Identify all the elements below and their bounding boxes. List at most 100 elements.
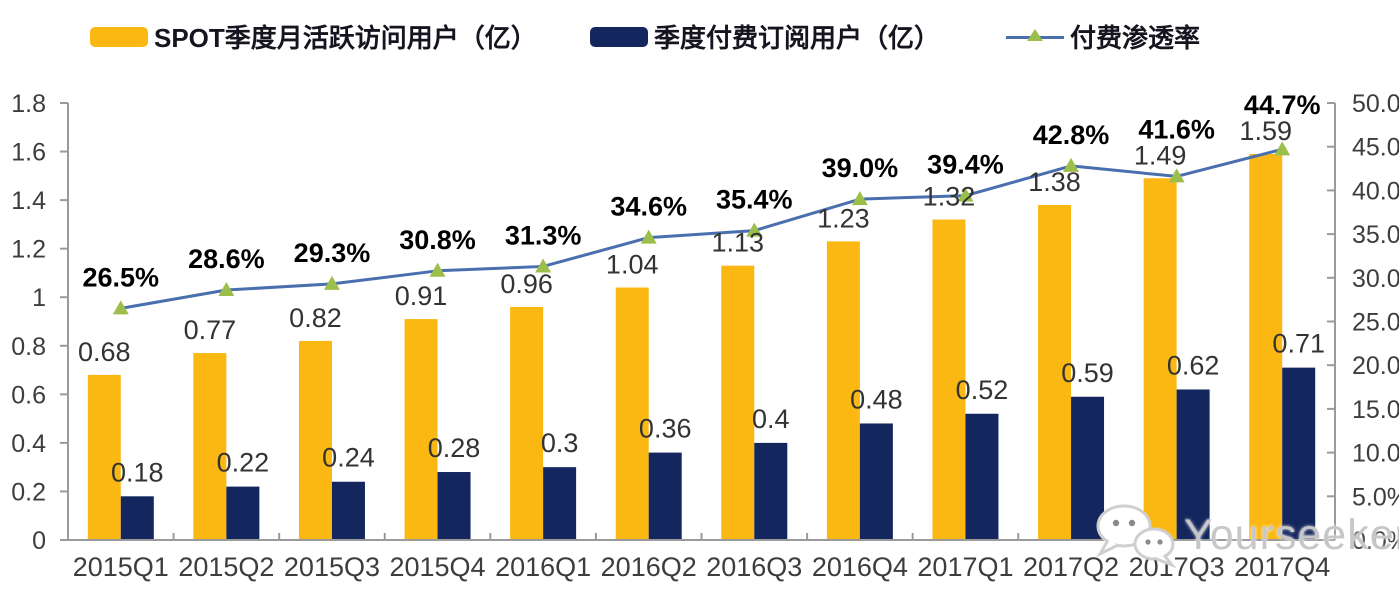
mau-legend-swatch <box>90 26 148 47</box>
mau-value-label: 0.91 <box>395 281 448 311</box>
bar-mau <box>826 241 860 540</box>
line-marker <box>1274 141 1291 156</box>
subs-value-label: 0.71 <box>1272 329 1325 359</box>
line-marker <box>746 222 763 237</box>
right-axis-tick-label: 30.0% <box>1352 265 1399 293</box>
subs-value-label: 0.3 <box>541 428 579 458</box>
x-axis-label: 2016Q2 <box>601 552 697 582</box>
mau-value-label: 1.13 <box>712 228 765 258</box>
x-axis-label: 2016Q3 <box>706 552 802 582</box>
subs-value-label: 0.62 <box>1167 350 1220 380</box>
penetration-value-label: 30.8% <box>399 225 476 255</box>
left-axis-tick-label: 1.2 <box>11 236 46 264</box>
mau-value-label: 0.77 <box>184 315 237 345</box>
bar-mau <box>193 353 227 540</box>
bar-mau <box>1038 204 1072 540</box>
line-marker <box>218 282 235 297</box>
line-marker <box>112 300 129 315</box>
right-axis-tick-label: 25.0% <box>1352 309 1399 337</box>
triangle-marker-icon <box>1027 28 1043 41</box>
subs-value-label: 0.52 <box>956 375 1009 405</box>
bar-mau <box>87 374 121 540</box>
penetration-value-label: 44.7% <box>1244 90 1321 120</box>
bar-subs <box>1176 389 1210 540</box>
x-axis-label: 2017Q2 <box>1023 552 1119 582</box>
x-axis-label: 2015Q4 <box>389 552 485 582</box>
x-axis-label: 2016Q4 <box>812 552 908 582</box>
right-axis-tick-label: 15.0% <box>1352 396 1399 424</box>
line-marker <box>640 229 657 244</box>
x-axis-label: 2017Q1 <box>917 552 1013 582</box>
bar-subs <box>1282 367 1316 540</box>
mau-value-label: 1.23 <box>817 203 870 233</box>
bar-mau <box>510 306 544 540</box>
bar-subs <box>331 481 365 540</box>
bar-subs <box>226 486 260 540</box>
x-axis-label: 2017Q4 <box>1234 552 1330 582</box>
line-marker <box>323 275 340 290</box>
legend-item-mau: SPOT季度月活跃访问用户（亿） <box>90 18 537 55</box>
x-axis-label: 2015Q3 <box>284 552 380 582</box>
subs-value-label: 0.48 <box>850 384 903 414</box>
penetration-value-label: 28.6% <box>188 244 265 274</box>
subs-legend-label: 季度付费订阅用户（亿） <box>654 23 941 53</box>
bar-subs <box>965 413 999 540</box>
right-axis-tick-label: 50.0% <box>1352 90 1399 118</box>
bar-subs <box>1071 396 1105 540</box>
penetration-value-label: 34.6% <box>610 192 687 222</box>
bar-mau <box>1143 178 1177 540</box>
x-axis-label: 2016Q1 <box>495 552 591 582</box>
left-axis-tick-label: 0.6 <box>11 381 46 409</box>
line-marker <box>851 191 868 206</box>
subs-value-label: 0.59 <box>1061 358 1114 388</box>
line-marker <box>535 258 552 273</box>
right-axis-tick-label: 35.0% <box>1352 221 1399 249</box>
bar-mau <box>1249 153 1283 540</box>
penetration-value-label: 29.3% <box>294 238 371 268</box>
penetration-value-label: 39.4% <box>927 150 1004 180</box>
right-axis-tick-label: 40.0% <box>1352 177 1399 205</box>
right-axis-tick-label: 20.0% <box>1352 352 1399 380</box>
subs-value-label: 0.36 <box>639 414 692 444</box>
mau-value-label: 1.49 <box>1134 140 1187 170</box>
subs-value-label: 0.18 <box>111 457 164 487</box>
mau-value-label: 1.32 <box>923 182 976 212</box>
subs-value-label: 0.28 <box>428 433 481 463</box>
left-axis-tick-label: 1.4 <box>11 187 46 215</box>
left-axis-tick-label: 0.8 <box>11 333 46 361</box>
bar-mau <box>298 340 332 540</box>
penetration-value-label: 26.5% <box>83 262 160 292</box>
line-marker <box>957 187 974 202</box>
right-axis-tick-label: 5.0% <box>1352 483 1399 511</box>
bar-mau <box>932 219 966 541</box>
bar-subs <box>754 442 788 540</box>
penetration-line <box>120 147 1283 310</box>
bar-mau <box>615 287 649 540</box>
bar-mau <box>404 319 438 540</box>
right-axis-tick-label: 10.0% <box>1352 440 1399 468</box>
mau-value-label: 1.59 <box>1239 116 1292 146</box>
x-axis-label: 2015Q1 <box>73 552 169 582</box>
penetration-value-label: 41.6% <box>1138 114 1215 144</box>
mau-value-label: 0.82 <box>289 303 342 333</box>
right-axis-tick-label: 0.0% <box>1352 527 1399 555</box>
line-marker <box>1063 157 1080 172</box>
bar-subs <box>437 472 471 540</box>
bar-subs <box>543 467 577 540</box>
subs-value-label: 0.4 <box>752 404 790 434</box>
mau-value-label: 0.68 <box>78 337 131 367</box>
penetration-value-label: 35.4% <box>716 185 793 215</box>
line-marker <box>429 262 446 277</box>
mau-legend-label: SPOT季度月活跃访问用户（亿） <box>154 23 537 53</box>
left-axis-tick-label: 1.6 <box>11 139 46 167</box>
penetration-legend-marker <box>1006 26 1064 48</box>
left-axis-tick-label: 0.4 <box>11 430 46 458</box>
subs-value-label: 0.24 <box>322 443 375 473</box>
left-axis-tick-label: 0.2 <box>11 478 46 506</box>
mau-value-label: 0.96 <box>500 269 553 299</box>
x-axis-label: 2017Q3 <box>1129 552 1225 582</box>
left-axis-tick-label: 1.8 <box>11 90 46 118</box>
penetration-value-label: 42.8% <box>1033 120 1110 150</box>
